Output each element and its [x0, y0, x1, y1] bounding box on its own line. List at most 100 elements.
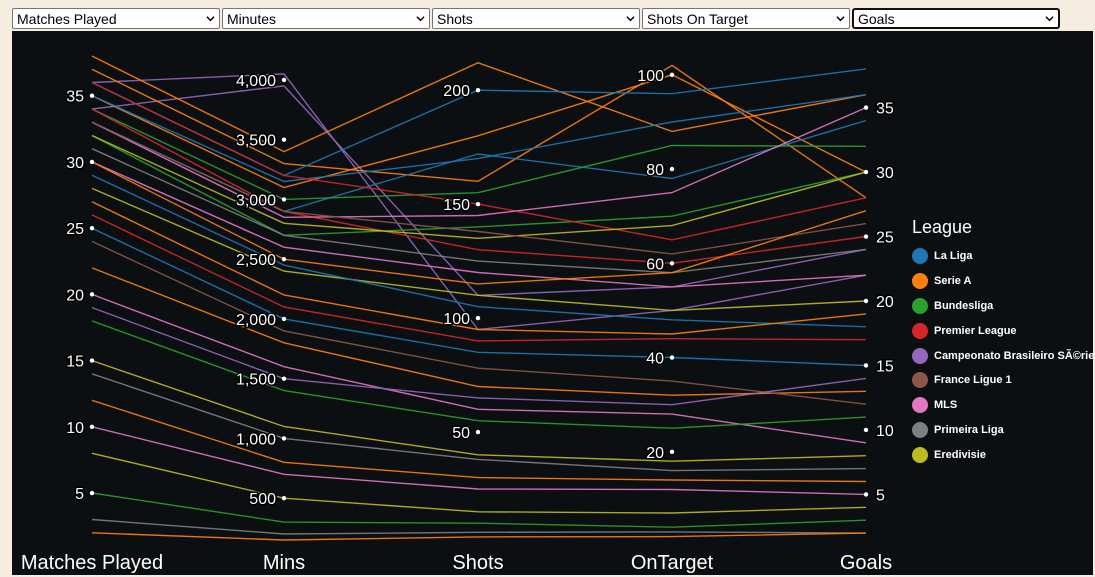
- legend-swatch: [912, 421, 928, 438]
- series-line: [91, 94, 867, 183]
- series-line: [91, 108, 867, 265]
- axis-tick: [669, 261, 675, 266]
- series-line: [91, 426, 867, 496]
- axis-tick-label: 3,000: [236, 192, 276, 209]
- series-line: [91, 74, 867, 189]
- legend-swatch: [912, 397, 928, 414]
- axis-tick: [863, 105, 869, 110]
- series-line: [91, 359, 867, 462]
- axis-title: Shots: [452, 552, 503, 574]
- legend-label: MLS: [934, 399, 958, 412]
- axis-tick: [281, 197, 287, 202]
- chevron-down-icon: [206, 16, 215, 22]
- legend-label: Primeira Liga: [934, 423, 1004, 436]
- series-line: [91, 55, 867, 153]
- chevron-down-icon: [416, 16, 425, 22]
- select-axis-3-value: Shots: [437, 10, 473, 27]
- legend-label: Bundesliga: [934, 299, 994, 312]
- series-line: [91, 240, 867, 405]
- series-line: [91, 373, 867, 472]
- series-line: [91, 121, 867, 255]
- axis-tick: [475, 315, 481, 321]
- axis-tick: [281, 77, 287, 83]
- axis-tick: [281, 495, 287, 501]
- axis-tick-label: 10: [66, 420, 84, 437]
- legend-swatch: [912, 248, 928, 265]
- series-line: [91, 452, 867, 514]
- legend-item: Primeira Liga: [912, 418, 1095, 443]
- axis-tick-label: 10: [876, 423, 894, 440]
- legend-label: Serie A: [934, 275, 972, 288]
- chevron-down-icon: [1045, 16, 1054, 22]
- axis-tick-label: 150: [443, 197, 470, 214]
- series-line: [91, 174, 867, 328]
- axis-tick: [475, 429, 481, 435]
- axis-tick-label: 200: [443, 83, 470, 100]
- series-line: [91, 201, 867, 335]
- series-line: [91, 108, 867, 201]
- axis-matches: 5 10 15 20 25 30 35 Matches Played: [21, 87, 163, 574]
- chevron-down-icon: [836, 16, 845, 22]
- axis-tick: [475, 87, 481, 93]
- legend-swatch: [912, 322, 928, 339]
- axis-tick-label: 20: [646, 445, 664, 462]
- legend-item: Campeonato Brasileiro SÃ©rie A: [912, 343, 1095, 368]
- series-line: [91, 106, 867, 219]
- axis-tick: [863, 427, 869, 433]
- axis-tick: [89, 424, 95, 430]
- axis-tick-label: 2,500: [236, 252, 276, 269]
- legend-label: France Ligue 1: [934, 374, 1012, 387]
- legend-item: La Liga: [912, 244, 1095, 269]
- axis-selectors: Matches Played Minutes Shots Shots On Ta…: [12, 8, 1060, 31]
- legend-swatch: [912, 347, 928, 364]
- select-axis-2-value: Minutes: [227, 10, 277, 27]
- select-axis-3[interactable]: Shots: [432, 8, 640, 29]
- axis-tick-label: 100: [443, 311, 470, 328]
- select-axis-5[interactable]: Goals: [852, 8, 1060, 29]
- axis-tick: [89, 358, 95, 363]
- axis-tick: [281, 256, 287, 262]
- axis-tick: [863, 492, 869, 497]
- legend-swatch: [912, 273, 928, 290]
- series-line: [91, 68, 867, 177]
- axis-tick-label: 25: [876, 230, 894, 247]
- axis-tick-label: 2,000: [236, 312, 276, 329]
- axis-tick-label: 3,500: [236, 133, 276, 150]
- series-line: [91, 320, 867, 429]
- axis-tick: [863, 363, 869, 368]
- chevron-down-icon: [626, 16, 635, 22]
- select-axis-1[interactable]: Matches Played: [12, 8, 220, 29]
- series-line: [91, 81, 867, 241]
- axis-tick: [89, 93, 95, 98]
- legend-label: La Liga: [934, 250, 973, 263]
- axis-tick: [669, 355, 675, 360]
- series-line: [91, 518, 867, 535]
- legend-label: Campeonato Brasileiro SÃ©rie A: [934, 349, 1095, 362]
- series-line: [91, 161, 867, 288]
- axis-tick-label: 100: [637, 68, 664, 85]
- axis-tick: [863, 298, 869, 304]
- series-line: [91, 64, 867, 199]
- axis-tick-label: 35: [876, 101, 894, 118]
- parallel-coordinates-chart: 5 10 15 20 25 30 35 Matches Played 500 1,000 1,500…: [21, 55, 895, 574]
- axis-title: Goals: [840, 552, 892, 574]
- axis-title: Matches Played: [21, 552, 163, 574]
- series-line: [91, 187, 867, 312]
- axis-tick-label: 4,000: [236, 73, 276, 90]
- series-line: [91, 532, 867, 541]
- series-line: [91, 161, 867, 285]
- select-axis-2[interactable]: Minutes: [222, 8, 430, 29]
- series-lines: [91, 55, 867, 541]
- legend-item: Bundesliga: [912, 294, 1095, 319]
- axis-tick: [281, 316, 287, 322]
- axis-tick: [89, 490, 95, 496]
- axis-tick-label: 5: [75, 486, 84, 503]
- legend-title: League: [912, 217, 973, 237]
- axis-tick-label: 20: [876, 294, 894, 311]
- select-axis-4[interactable]: Shots On Target: [642, 8, 850, 29]
- axis-tick: [89, 225, 95, 231]
- axis-tick-label: 20: [66, 287, 84, 304]
- axis-title: OnTarget: [631, 552, 714, 574]
- axis-tick: [281, 137, 287, 142]
- axis-tick-label: 40: [646, 351, 664, 368]
